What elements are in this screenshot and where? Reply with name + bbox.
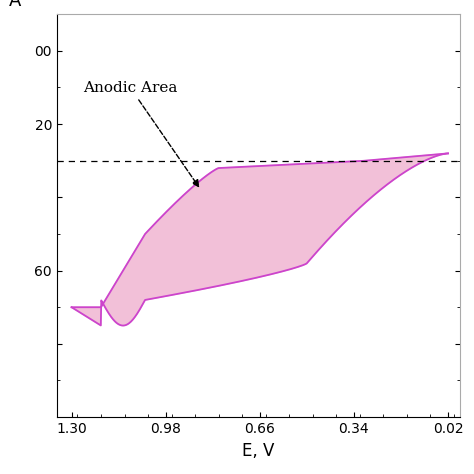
Text: A: A (9, 0, 21, 10)
Text: Anodic Area: Anodic Area (83, 81, 199, 186)
X-axis label: E, V: E, V (242, 442, 274, 459)
